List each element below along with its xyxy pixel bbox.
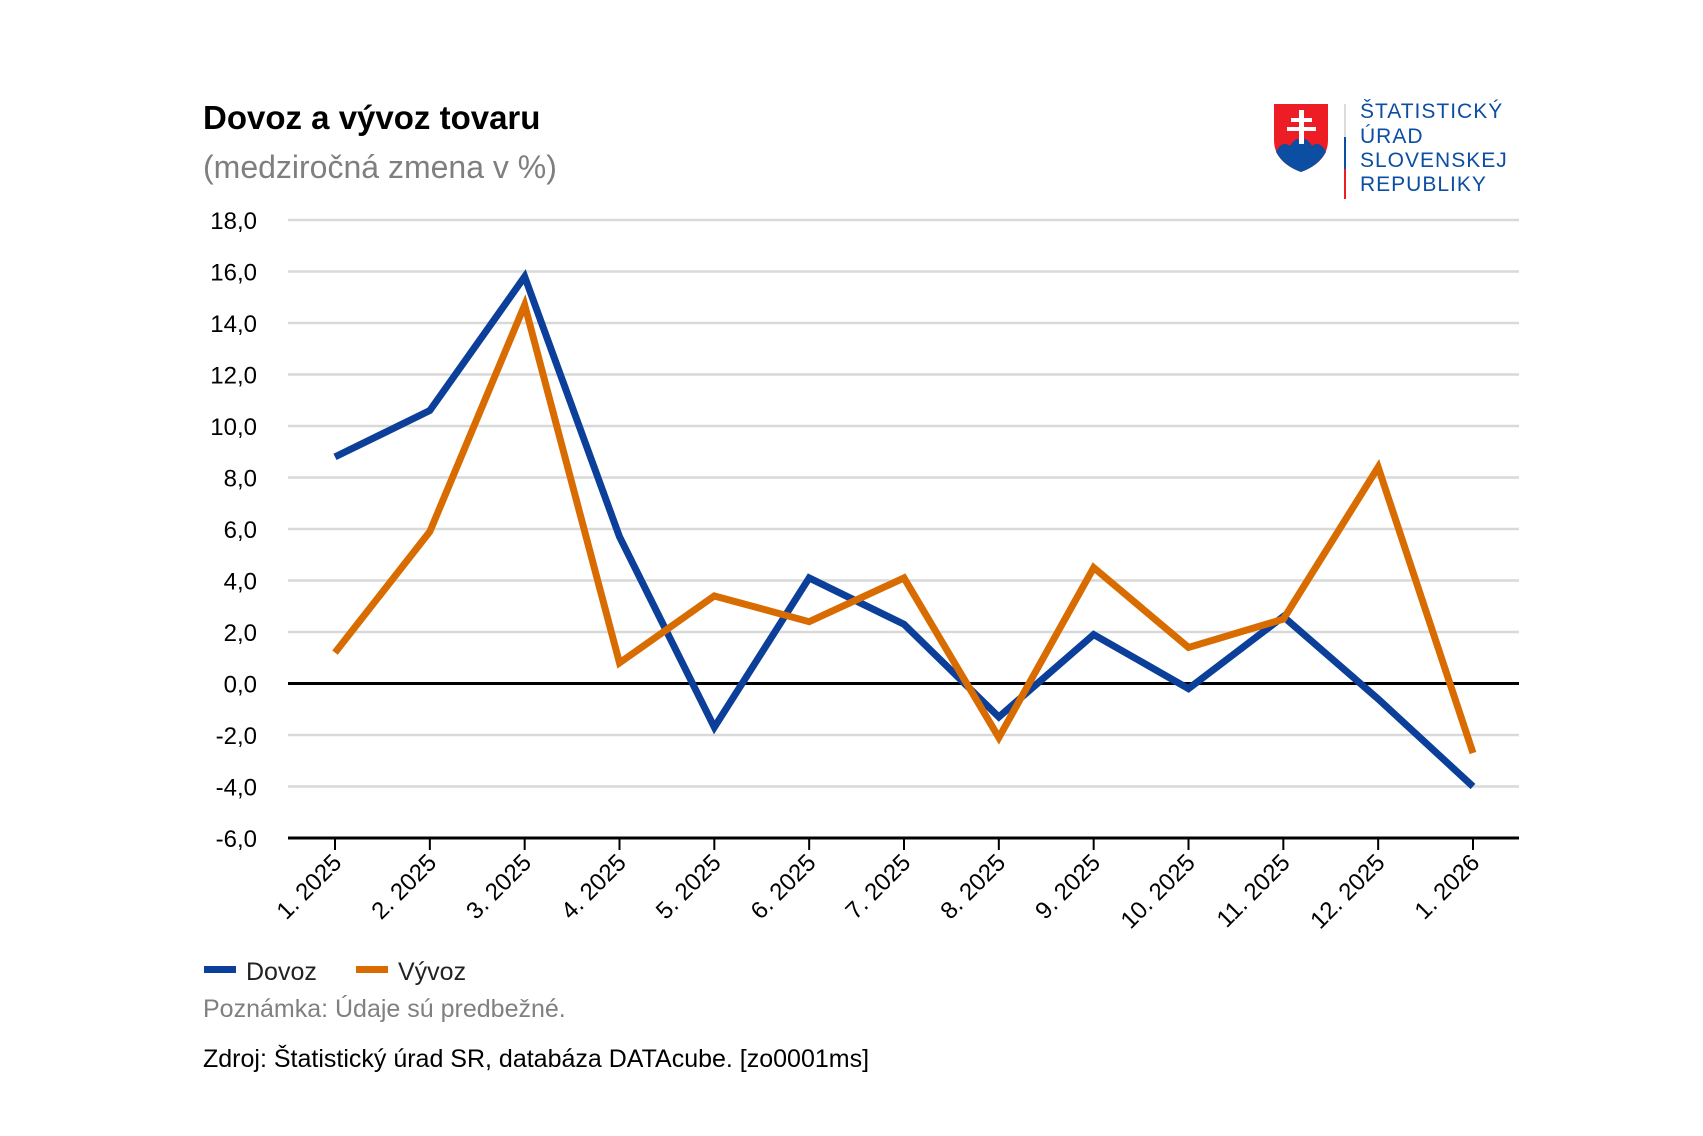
y-tick-label: 2,0 bbox=[224, 620, 257, 647]
x-tick-label: 7. 2025 bbox=[841, 849, 917, 925]
x-tick-label: 5. 2025 bbox=[651, 849, 727, 925]
x-tick-label: 9. 2025 bbox=[1030, 849, 1106, 925]
legend: Dovoz Vývoz bbox=[204, 958, 466, 986]
gridlines bbox=[288, 218, 1519, 840]
y-tick-label: 0,0 bbox=[224, 672, 257, 699]
x-tick-label: 4. 2025 bbox=[556, 849, 632, 925]
x-tick-label: 2. 2025 bbox=[366, 849, 442, 925]
logo-divider-red bbox=[1344, 169, 1346, 199]
y-tick-label: 10,0 bbox=[210, 414, 257, 441]
legend-swatch-vyvoz bbox=[356, 966, 388, 973]
y-tick-label: 12,0 bbox=[210, 363, 257, 390]
x-tick-label: 10. 2025 bbox=[1116, 849, 1201, 934]
x-tick-label: 1. 2026 bbox=[1410, 849, 1486, 925]
y-axis-ticks: 18,0 16,0 14,0 12,0 10,0 8,0 6,0 4,0 2,0 0,0 -2,0 -… bbox=[210, 208, 257, 853]
y-tick-label: 6,0 bbox=[224, 517, 257, 544]
logo-text-line: ŠTATISTICKÝ bbox=[1360, 100, 1503, 123]
x-axis-ticks: 1. 2025 2. 2025 3. 2025 4. 2025 5. 2025 6. 20… bbox=[272, 838, 1486, 934]
logo-text-line: SLOVENSKEJ bbox=[1360, 149, 1508, 172]
y-tick-label: 16,0 bbox=[210, 260, 257, 287]
x-tick-label: 6. 2025 bbox=[746, 849, 822, 925]
legend-label-dovoz: Dovoz bbox=[246, 958, 317, 986]
x-tick-label: 8. 2025 bbox=[935, 849, 1011, 925]
logo-text-line: REPUBLIKY bbox=[1360, 173, 1487, 196]
y-tick-label: 14,0 bbox=[210, 311, 257, 338]
y-tick-label: 8,0 bbox=[224, 466, 257, 493]
y-tick-label: -6,0 bbox=[216, 826, 257, 853]
logo-text-line: ÚRAD bbox=[1360, 125, 1424, 148]
chart-title: Dovoz a vývoz tovaru bbox=[203, 99, 540, 136]
y-tick-label: -4,0 bbox=[216, 775, 257, 802]
chart-subtitle: (medziročná zmena v %) bbox=[203, 149, 557, 185]
source: Zdroj: Štatistický úrad SR, databáza DAT… bbox=[203, 1044, 869, 1073]
y-tick-label: 18,0 bbox=[210, 208, 257, 235]
legend-label-vyvoz: Vývoz bbox=[398, 958, 466, 986]
slovak-coat-of-arms-icon bbox=[1274, 104, 1328, 172]
x-tick-label: 1. 2025 bbox=[272, 849, 348, 925]
series-lines bbox=[332, 269, 1477, 790]
y-tick-label: -2,0 bbox=[216, 723, 257, 750]
x-tick-label: 3. 2025 bbox=[461, 849, 537, 925]
note: Poznámka: Údaje sú predbežné. bbox=[203, 994, 566, 1023]
x-tick-label: 11. 2025 bbox=[1212, 849, 1296, 933]
y-tick-label: 4,0 bbox=[224, 569, 257, 596]
x-tick-label: 12. 2025 bbox=[1305, 849, 1390, 934]
logo: ŠTATISTICKÝ ÚRAD SLOVENSKEJ REPUBLIKY bbox=[1274, 100, 1508, 199]
legend-swatch-dovoz bbox=[204, 966, 236, 973]
logo-divider-gray bbox=[1344, 104, 1346, 137]
logo-divider-blue bbox=[1344, 137, 1346, 169]
